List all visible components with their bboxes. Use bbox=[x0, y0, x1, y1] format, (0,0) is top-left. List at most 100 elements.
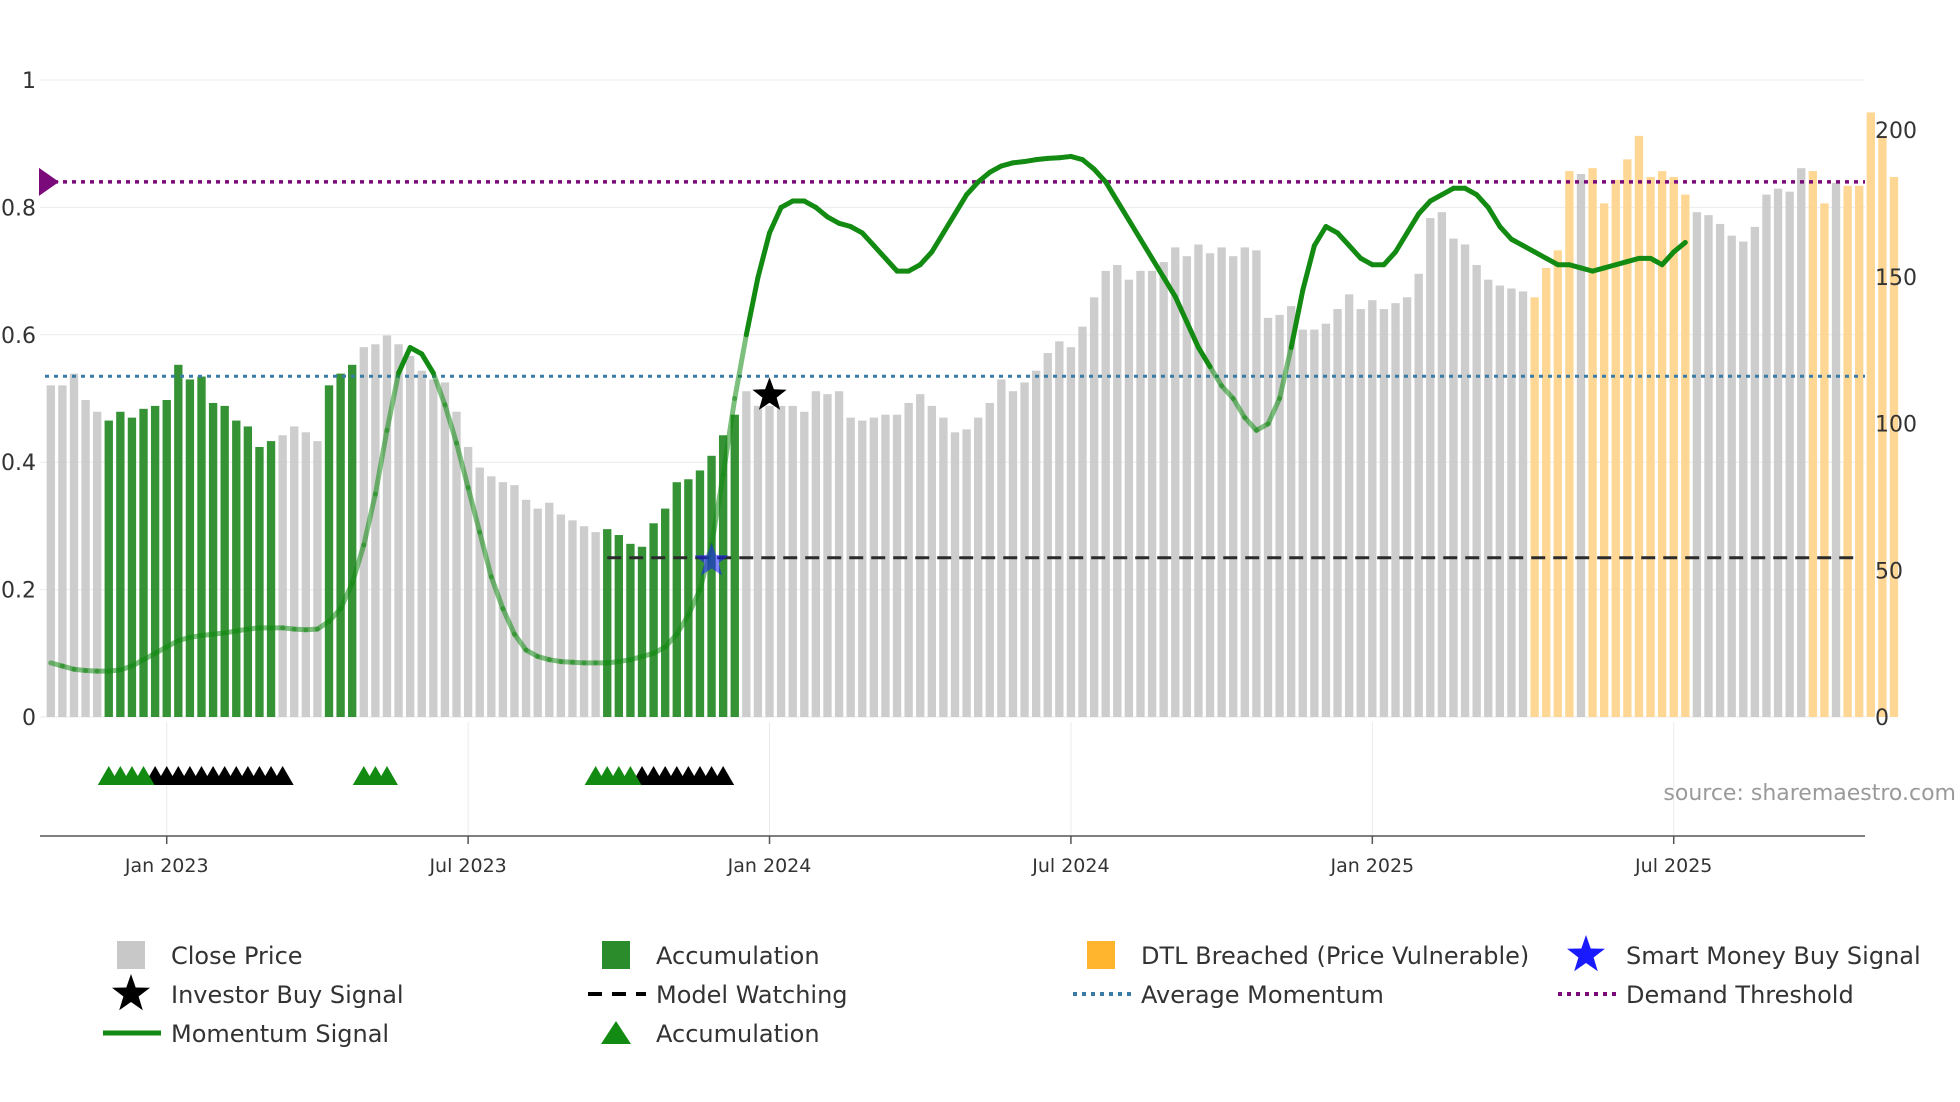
price-bar bbox=[1588, 168, 1597, 717]
legend-item-model_watching: Model Watching bbox=[588, 981, 848, 1009]
price-bar bbox=[974, 417, 983, 717]
momentum-segment bbox=[952, 192, 970, 217]
investor-buy-signal-star bbox=[752, 377, 787, 410]
y-left-tick-label: 0.4 bbox=[1, 451, 36, 476]
price-bar bbox=[313, 441, 322, 717]
momentum-segment bbox=[1184, 319, 1201, 351]
price-bar bbox=[1391, 303, 1400, 717]
price-bar bbox=[626, 543, 635, 717]
price-bar bbox=[649, 523, 658, 717]
reference-lines bbox=[39, 167, 1865, 560]
price-bar bbox=[220, 405, 229, 717]
price-bar bbox=[1820, 203, 1829, 717]
price-bar bbox=[498, 482, 508, 717]
price-bar bbox=[718, 435, 728, 717]
momentum-segment bbox=[1161, 274, 1178, 300]
price-bar bbox=[1866, 112, 1875, 717]
x-tick-label: Jul 2025 bbox=[1634, 855, 1712, 877]
price-bar bbox=[800, 411, 809, 717]
momentum-segment bbox=[1137, 236, 1155, 261]
legend: Close Price Accumulation DTL Breached (Pri… bbox=[103, 935, 1921, 1048]
price-bar bbox=[1194, 244, 1203, 717]
price-bar bbox=[1681, 194, 1690, 717]
momentum-segment bbox=[1659, 249, 1677, 268]
momentum-segment bbox=[442, 402, 460, 446]
legend-item-accumulation_marker: Accumulation bbox=[601, 1020, 820, 1048]
momentum-segment bbox=[709, 472, 726, 548]
price-bar bbox=[243, 426, 253, 717]
momentum-segment bbox=[326, 606, 344, 624]
price-bar bbox=[174, 364, 183, 717]
price-bar bbox=[1298, 329, 1307, 717]
price-bar bbox=[1263, 317, 1273, 717]
y-left-tick-label: 0.2 bbox=[1, 579, 36, 604]
momentum-segment bbox=[882, 255, 900, 274]
momentum-segment bbox=[685, 587, 703, 618]
price-bar bbox=[765, 405, 774, 717]
x-tick-label: Jul 2023 bbox=[428, 855, 506, 877]
momentum-segment bbox=[813, 204, 830, 220]
momentum-segment bbox=[1219, 383, 1236, 401]
price-bar bbox=[1333, 309, 1342, 717]
price-bar bbox=[1356, 309, 1365, 717]
price-bar bbox=[382, 335, 392, 717]
price-bar bbox=[1124, 279, 1134, 717]
price-bar bbox=[1472, 265, 1481, 717]
price-bar bbox=[962, 429, 971, 717]
legend-label: Investor Buy Signal bbox=[171, 981, 404, 1009]
momentum-segment bbox=[1288, 287, 1306, 351]
axes: 0 0.2 0.4 0.6 0.8 1 0 50 100 150 200 Jan 2023 Jul 20… bbox=[1, 69, 1917, 877]
momentum-segment bbox=[940, 211, 958, 236]
legend-item-dtl_breached: DTL Breached (Price Vulnerable) bbox=[1087, 941, 1529, 970]
price-bar bbox=[533, 508, 542, 717]
price-bar bbox=[1762, 194, 1771, 717]
momentum-segment bbox=[1195, 345, 1213, 370]
momentum-segment bbox=[1416, 198, 1433, 217]
price-bar bbox=[1530, 297, 1539, 717]
price-bar bbox=[811, 391, 821, 717]
legend-item-momentum: Momentum Signal bbox=[103, 1020, 389, 1048]
price-bar bbox=[429, 379, 438, 717]
price-bar bbox=[1750, 226, 1760, 718]
price-bar bbox=[985, 402, 994, 717]
price-bar bbox=[1066, 347, 1076, 717]
y-left-tick-label: 1 bbox=[22, 69, 36, 94]
momentum-segment bbox=[1311, 224, 1329, 249]
signal-markers bbox=[694, 377, 787, 576]
price-bar bbox=[1020, 382, 1029, 717]
momentum-segment bbox=[1671, 239, 1688, 255]
momentum-segment bbox=[349, 542, 367, 586]
momentum-segment bbox=[767, 204, 784, 236]
price-bar bbox=[788, 405, 797, 717]
price-bar bbox=[1542, 267, 1551, 717]
legend-swatch-close-price bbox=[117, 941, 145, 969]
legend-label: Close Price bbox=[171, 942, 303, 970]
price-bar bbox=[1414, 273, 1423, 717]
y-left-tick-label: 0 bbox=[22, 706, 36, 731]
price-bar bbox=[290, 426, 299, 717]
momentum-segment bbox=[396, 345, 413, 376]
price-bar bbox=[927, 405, 936, 717]
price-bar bbox=[823, 394, 832, 717]
price-bar bbox=[1727, 235, 1736, 717]
momentum-segment bbox=[975, 169, 993, 185]
momentum-segment bbox=[1114, 198, 1132, 223]
price-bar bbox=[1136, 270, 1145, 717]
price-bar bbox=[1634, 135, 1644, 717]
price-bar bbox=[1055, 341, 1064, 717]
momentum-segment bbox=[465, 485, 483, 535]
momentum-segment bbox=[1091, 166, 1109, 185]
price-bar bbox=[1089, 297, 1099, 717]
price-bar bbox=[1692, 212, 1702, 717]
accumulation-marker-triangle bbox=[132, 766, 155, 785]
legend-swatch-accumulation bbox=[602, 941, 630, 969]
price-bar bbox=[1217, 247, 1226, 717]
momentum-segment bbox=[917, 249, 935, 268]
momentum-segment bbox=[732, 332, 749, 401]
y-right-tick-label: 200 bbox=[1875, 119, 1917, 144]
source-credit: source: sharemaestro.com bbox=[1663, 781, 1956, 806]
legend-swatch-dtl-breached bbox=[1087, 941, 1115, 969]
price-bar bbox=[116, 411, 125, 717]
price-bar bbox=[742, 391, 751, 717]
price-bar bbox=[1147, 270, 1157, 717]
